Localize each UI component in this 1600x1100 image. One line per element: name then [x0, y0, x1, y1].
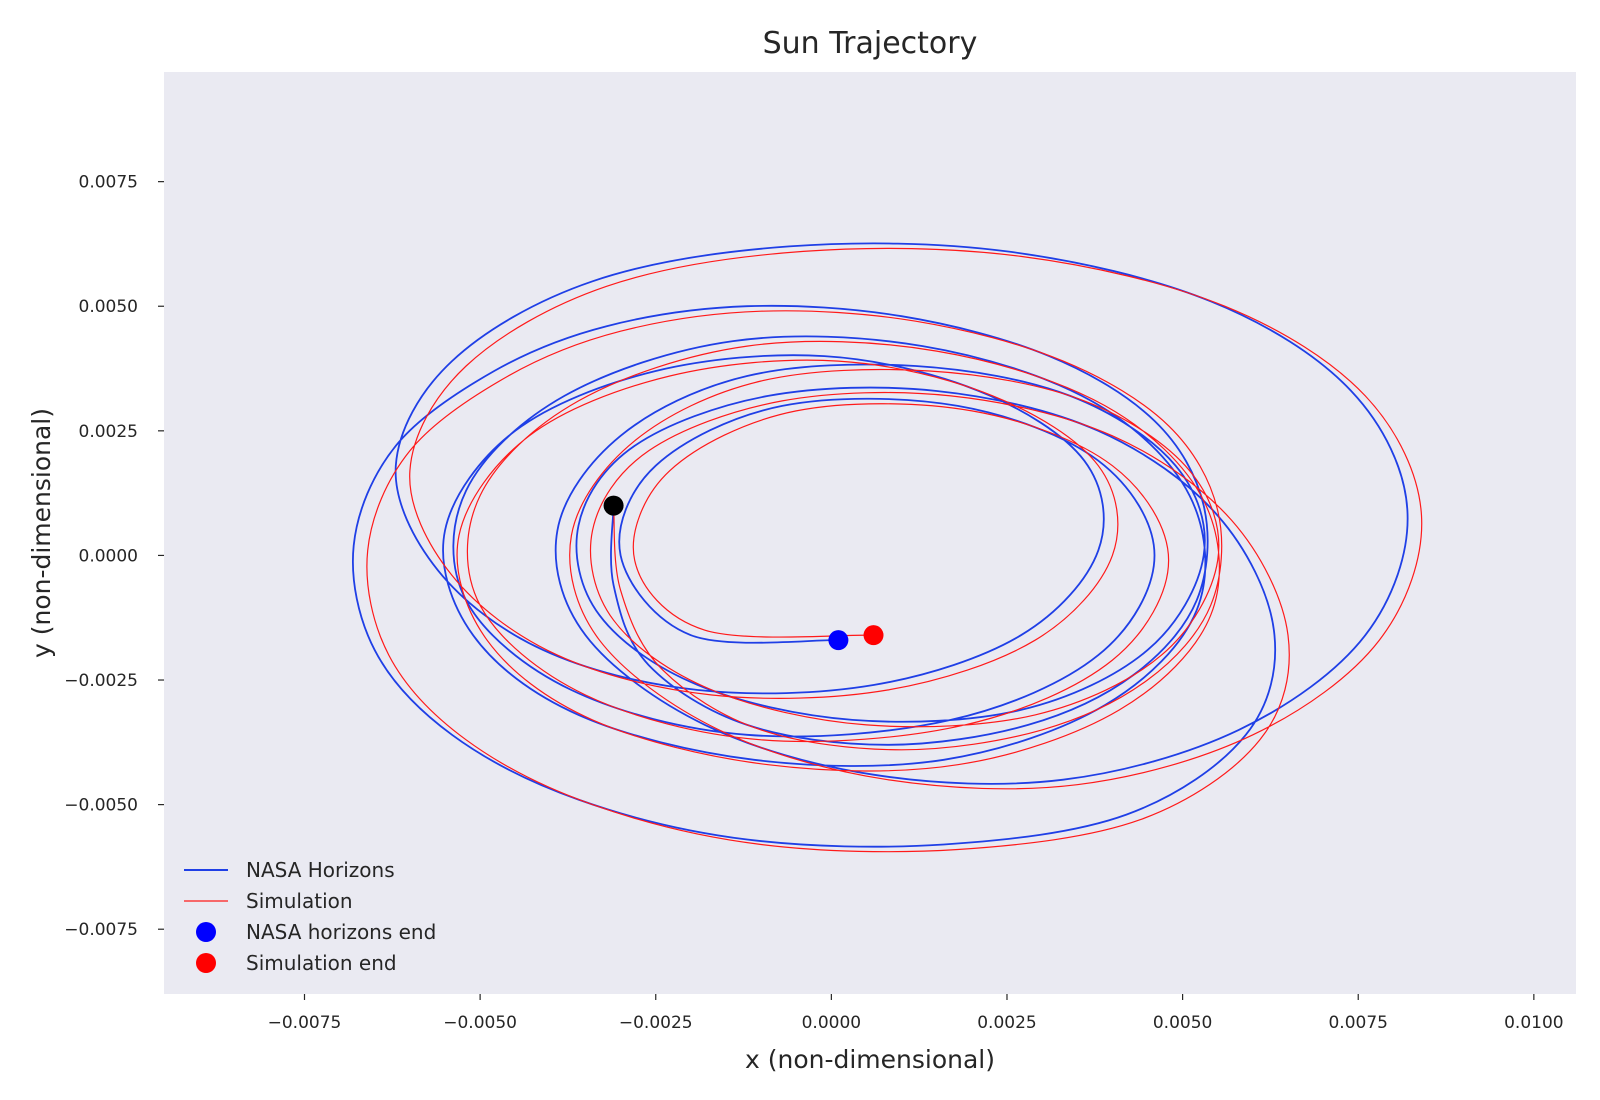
x-tick-label: −0.0050: [443, 1013, 517, 1033]
series-line-0: [352, 242, 1409, 848]
y-tick-label: 0.0000: [79, 546, 138, 566]
x-axis-label: x (non-dimensional): [745, 1045, 995, 1074]
legend-label: NASA horizons end: [246, 920, 436, 944]
end-markers: [603, 495, 884, 651]
end-marker-3: [863, 625, 884, 646]
x-tick-label: 0.0075: [1328, 1013, 1387, 1033]
chart-title: Sun Trajectory: [763, 26, 978, 61]
end-marker-2: [828, 630, 849, 651]
legend-swatch: [196, 953, 216, 973]
legend-label: Simulation end: [246, 951, 397, 975]
x-tick-label: 0.0100: [1504, 1013, 1563, 1033]
x-tick-label: −0.0075: [268, 1013, 342, 1033]
series-lines: [352, 242, 1423, 853]
y-axis-label: y (non-dimensional): [27, 408, 56, 658]
legend-label: NASA Horizons: [246, 858, 395, 882]
legend-swatch: [196, 922, 216, 942]
y-tick-label: −0.0050: [64, 796, 138, 816]
x-axis-ticks: −0.0075 −0.0050 −0.0025 0.0000 0.0025 0.0050 0…: [268, 994, 1564, 1033]
x-tick-label: 0.0050: [1153, 1013, 1212, 1033]
y-tick-label: 0.0025: [79, 422, 138, 442]
legend-label: Simulation: [246, 889, 353, 913]
x-tick-label: −0.0025: [619, 1013, 693, 1033]
y-tick-label: −0.0075: [64, 920, 138, 940]
x-tick-label: 0.0025: [977, 1013, 1036, 1033]
legend: NASA Horizons Simulation NASA horizons end…: [184, 858, 436, 975]
series-line-1: [366, 247, 1423, 853]
y-tick-label: 0.0075: [79, 173, 138, 193]
plot-area: [164, 72, 1576, 994]
end-marker-4: [603, 495, 624, 516]
y-tick-label: −0.0025: [64, 671, 138, 691]
y-axis-ticks: −0.0075 −0.0050 −0.0025 0.0000 0.0025 0.0050 0…: [64, 173, 164, 940]
x-tick-label: 0.0000: [802, 1013, 861, 1033]
y-tick-label: 0.0050: [79, 297, 138, 317]
